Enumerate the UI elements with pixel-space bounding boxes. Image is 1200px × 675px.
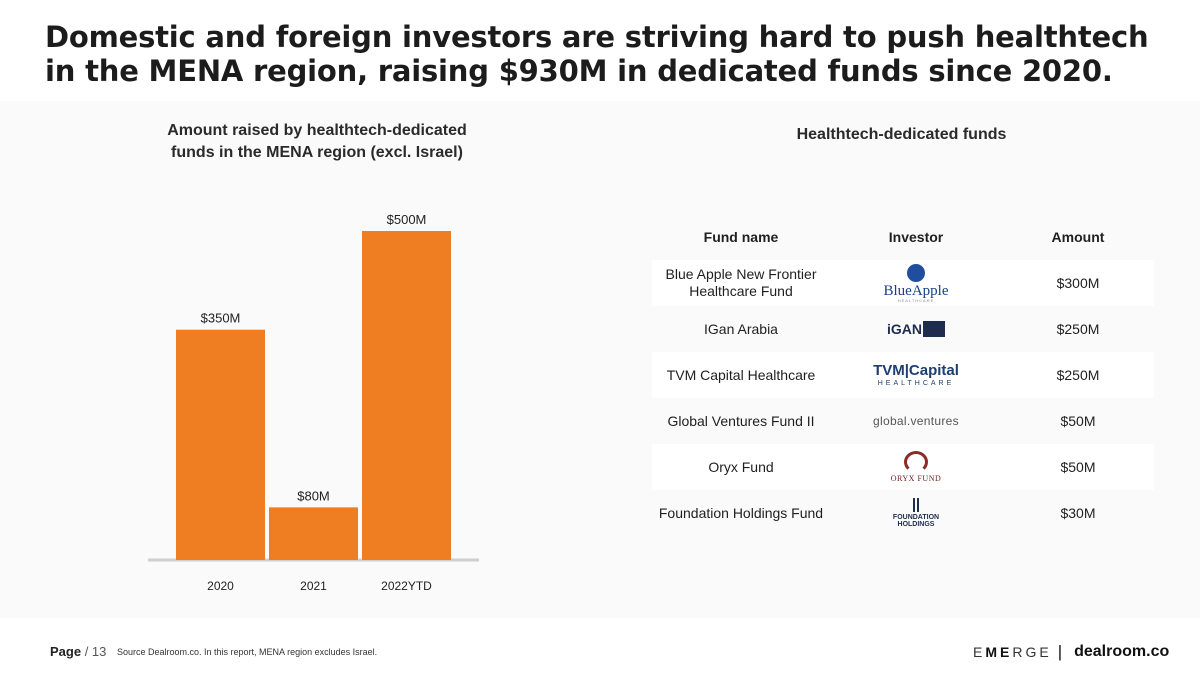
bar-2021 <box>269 507 358 560</box>
dealroom-logo: dealroom.co <box>1074 643 1170 660</box>
header-amount: Amount <box>1051 229 1105 245</box>
investor-cell: ORYX FUND <box>830 451 1002 483</box>
data-label-2022YTD: $500M <box>387 212 427 227</box>
global-ventures-logo: global.ventures <box>873 414 959 428</box>
oryx-mark-icon <box>903 451 928 473</box>
header-investor: Investor <box>888 229 944 245</box>
header-fund-name: Fund name <box>703 228 779 245</box>
table-header-row: Fund name Investor Amount <box>652 214 1154 260</box>
amount-cell: $250M <box>1056 321 1100 337</box>
data-label-2021: $80M <box>297 488 330 503</box>
amount-cell: $50M <box>1060 413 1096 429</box>
table-row: TVM Capital Healthcare TVM|Capital HEALT… <box>652 352 1154 398</box>
blue-apple-healthcare-logo: BlueApple HEALTHCARE <box>884 263 949 303</box>
page-title: Domestic and foreign investors are striv… <box>45 20 1149 88</box>
bar-2020 <box>176 329 265 560</box>
amount-cell: $30M <box>1060 505 1096 521</box>
x-tick-label-2021: 2021 <box>300 579 327 593</box>
x-tick-label-2020: 2020 <box>207 579 234 593</box>
table-row: Oryx Fund ORYX FUND $50M <box>652 444 1154 490</box>
fund-name-cell: TVM Capital Healthcare <box>666 366 816 383</box>
fund-name-cell: Oryx Fund <box>708 458 774 475</box>
emerge-logo: EMERGE <box>973 644 1052 660</box>
table-row: Blue Apple New Frontier Healthcare Fund … <box>652 260 1154 306</box>
x-tick-label-2022YTD: 2022YTD <box>381 579 432 593</box>
fund-name-cell: Blue Apple New Frontier Healthcare Fund <box>665 266 817 299</box>
fund-name-cell: IGan Arabia <box>704 320 778 337</box>
investor-cell: TVM|Capital HEALTHCARE <box>830 363 1002 387</box>
table-row: Global Ventures Fund II global.ventures … <box>652 398 1154 444</box>
foundation-holdings-logo: FOUNDATION HOLDINGS <box>893 498 939 528</box>
fund-name-cell: Foundation Holdings Fund <box>658 504 824 521</box>
source-note: Source Dealroom.co. In this report, MENA… <box>117 647 378 657</box>
amount-cell: $50M <box>1060 459 1096 475</box>
chart-title: Amount raised by healthtech-dedicated fu… <box>167 122 467 161</box>
table-title: Healthtech-dedicated funds <box>796 126 1007 143</box>
fund-name-cell: Global Ventures Fund II <box>667 412 815 429</box>
data-label-2020: $350M <box>201 311 241 326</box>
brand-separator: | <box>1057 642 1063 661</box>
igan-mark-icon <box>923 321 945 337</box>
page-indicator: Page / 13 <box>50 644 107 659</box>
brand-logos: EMERGE | dealroom.co <box>973 642 1169 662</box>
investor-cell: BlueApple HEALTHCARE <box>830 263 1002 303</box>
amount-cell: $250M <box>1056 367 1100 383</box>
investor-cell: iGAN <box>830 321 1002 337</box>
tvm-capital-logo: TVM|Capital HEALTHCARE <box>873 362 959 387</box>
foundation-mark-icon <box>913 498 919 512</box>
oryx-fund-logo: ORYX FUND <box>891 451 942 483</box>
investor-cell: FOUNDATION HOLDINGS <box>830 498 1002 528</box>
apple-icon <box>907 263 925 282</box>
investor-cell: global.ventures <box>830 414 1002 428</box>
amount-cell: $300M <box>1056 275 1100 291</box>
funds-table: Fund name Investor Amount Blue Apple New… <box>652 214 1154 536</box>
bar-chart: $350M 2020 $80M 2021 $500M 2022YTD <box>148 212 479 593</box>
table-row: Foundation Holdings Fund FOUNDATION HOLD… <box>652 490 1154 536</box>
igan-logo: iGAN <box>887 321 945 337</box>
bar-2022YTD <box>362 231 451 560</box>
table-row: IGan Arabia iGAN $250M <box>652 306 1154 352</box>
